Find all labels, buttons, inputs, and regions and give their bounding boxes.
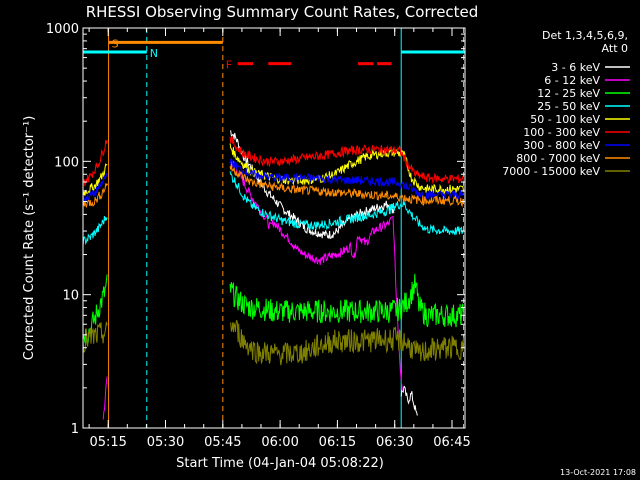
series-0 [229,130,418,416]
legend-label-5: 100 - 300 keV [523,126,600,139]
series-3-segment-0 [83,216,108,247]
series-8-segment-1 [229,319,464,366]
series-0-segment-1 [400,385,418,416]
y-tick-label-3: 1000 [46,22,79,37]
legend-label-4: 50 - 100 keV [530,113,600,126]
legend-label-7: 800 - 7000 keV [516,152,600,165]
legend-label-6: 300 - 800 keV [523,139,600,152]
flag-letter-N: N [150,47,158,60]
plot-frame [82,27,466,429]
series-6-segment-0 [83,172,108,203]
y-axis: 1 10 100 1000 [46,22,465,437]
legend-label-1: 6 - 12 keV [544,74,600,87]
y-tick-label-2: 100 [54,155,79,170]
flag-N: N [83,47,465,60]
legend-header-line-1: Det 1,3,4,5,6,9, [542,29,628,42]
chart-title: RHESSI Observing Summary Count Rates, Co… [86,3,479,21]
series-7-segment-1 [229,163,464,208]
x-axis-label: Start Time (04-Jan-04 05:08:22) [176,456,384,471]
series-0-segment-0 [229,130,395,239]
legend-label-2: 12 - 25 keV [537,87,600,100]
x-tick-label-4: 06:15 [319,435,356,450]
x-tick-label-3: 06:00 [261,435,298,450]
series-5 [83,135,464,187]
series-2-segment-1 [229,273,464,328]
series-4-segment-0 [83,163,108,196]
flag-S: S [108,37,223,50]
x-tick-label-5: 06:30 [376,435,413,450]
x-tick-label-1: 05:30 [147,435,184,450]
series-8-segment-0 [83,321,108,353]
series-7-segment-0 [83,183,109,208]
series-7 [83,163,464,208]
y-tick-label-1: 10 [62,289,79,304]
flag-letter-S: S [112,37,119,50]
legend-label-8: 7000 - 15000 keV [502,165,600,178]
x-tick-label-0: 05:15 [89,435,126,450]
y-axis-label: Corrected Count Rate (s⁻¹ detector⁻¹) [22,116,37,361]
series-3 [83,171,464,247]
flag-F: F [226,59,392,72]
legend-label-0: 3 - 6 keV [551,61,600,74]
legend-header-line-2: Att 0 [602,42,628,55]
series-8 [83,319,464,366]
series-1-segment-1 [229,160,403,392]
series-5-segment-1 [229,135,464,185]
series-5-segment-0 [83,140,108,187]
x-axis: 05:15 05:30 05:45 06:00 06:15 06:30 06:45 [88,28,471,450]
plot-area: S N F [83,28,465,428]
flag-letter-F: F [226,59,232,72]
series-1-segment-0 [102,376,108,420]
footer-timestamp: 13-Oct-2021 17:08 [560,468,636,477]
series-3-segment-1 [229,171,464,236]
x-tick-label-2: 05:45 [204,435,241,450]
x-tick-label-6: 06:45 [433,435,470,450]
y-tick-label-0: 1 [71,422,79,437]
legend-label-3: 25 - 50 keV [537,100,600,113]
series-1 [102,160,403,420]
